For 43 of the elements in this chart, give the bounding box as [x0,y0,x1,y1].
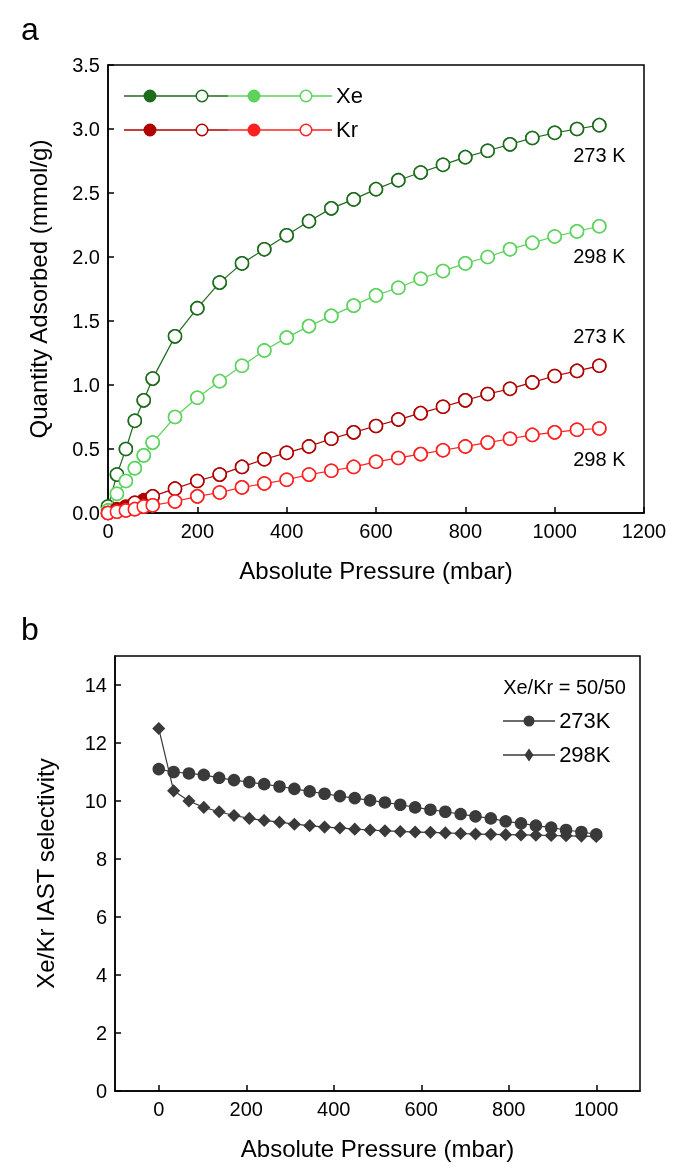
y-tick-label: 1.5 [72,310,100,332]
x-tick-label: 1000 [532,520,577,542]
x-tick-label: 400 [269,520,304,542]
x-tick-label: 200 [180,520,215,542]
x-tick-label: 600 [404,1098,438,1120]
y-tick-label: 12 [84,732,107,754]
annotation: 298 K [573,245,627,268]
x-tick-label: 400 [317,1098,351,1120]
y-tick-label: 4 [95,964,107,986]
x-tick-label: 1000 [574,1098,619,1120]
y-tick-label: 2.5 [72,182,100,204]
chart-title: b [21,611,39,647]
y-tick-label: 10 [84,790,107,812]
legend-label: 273K [559,707,611,735]
annotation: 298 K [573,447,627,470]
y-tick-label: 6 [95,906,107,928]
legend-label: Kr [336,116,358,144]
x-axis-title: Absolute Pressure (mbar) [240,1134,515,1162]
y-tick-label: 14 [84,674,107,696]
x-tick-label: 800 [448,520,483,542]
y-tick-label: 8 [95,848,107,870]
annotation: 273 K [573,324,627,347]
legend-title: Xe/Kr = 50/50 [503,675,626,700]
y-tick-label: 0.5 [72,438,100,460]
chart-title: a [21,11,39,47]
x-axis-title: Absolute Pressure (mbar) [239,556,513,584]
x-tick-label: 1200 [621,520,667,542]
y-tick-label: 2 [95,1022,107,1044]
y-axis-title: Quantity Adsorbed (mmol/g) [24,139,52,439]
y-tick-label: 0 [95,1080,107,1102]
legend-label: Xe [336,82,363,110]
y-tick-label: 3.0 [72,118,100,140]
y-tick-label: 0.0 [72,502,100,524]
annotation: 273 K [573,144,627,167]
y-tick-label: 3.5 [72,54,100,76]
legend-label: 298K [559,741,611,769]
x-tick-label: 800 [492,1098,526,1120]
x-tick-label: 200 [229,1098,263,1120]
x-tick-label: 0 [153,1098,165,1120]
y-tick-label: 2.0 [72,246,100,268]
y-tick-label: 1.0 [72,374,100,396]
x-tick-label: 600 [359,520,393,542]
y-axis-title: Xe/Kr IAST selectivity [31,758,59,989]
